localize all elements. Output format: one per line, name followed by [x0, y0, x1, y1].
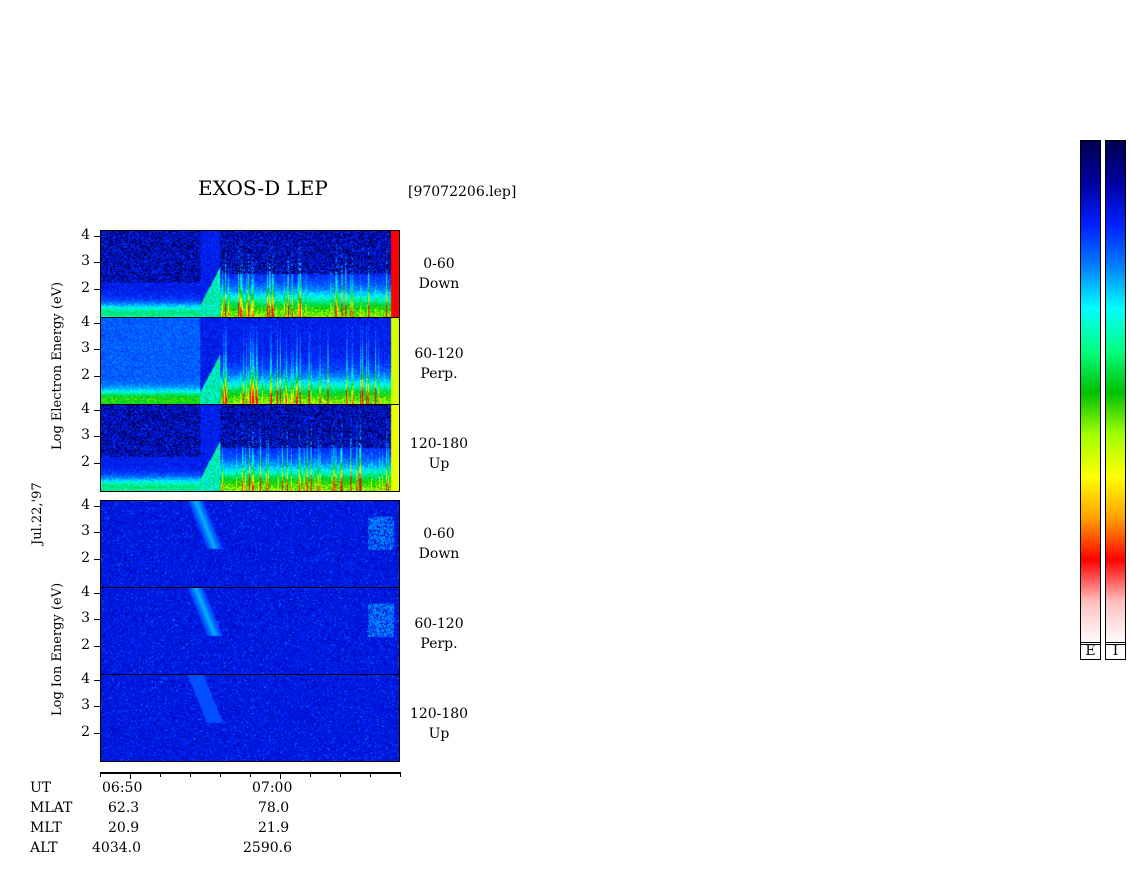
x-tick-mark [220, 772, 221, 777]
alt-label: ALT [30, 840, 58, 856]
panel-angle-label: 120-180 Up [409, 436, 469, 472]
mlat-value-1: 62.3 [108, 800, 140, 816]
y-tick-label: 4 [81, 584, 90, 600]
y-tick-mark [94, 619, 100, 620]
y-tick-mark [94, 680, 100, 681]
ut-value-2: 07:00 [252, 780, 293, 796]
x-tick-mark [250, 772, 251, 777]
ut-value-1: 06:50 [102, 780, 143, 796]
ion-perp-spectrogram [101, 588, 399, 674]
y-tick-mark [94, 506, 100, 507]
y-tick-mark [94, 463, 100, 464]
y-tick-label: 2 [81, 454, 90, 470]
y-tick-mark [94, 376, 100, 377]
ion-panel-down [100, 500, 400, 588]
y-tick-label: 4 [81, 227, 90, 243]
y-tick-label: 3 [81, 427, 90, 443]
mlt-label: MLT [30, 820, 62, 836]
y-tick-label: 4 [81, 671, 90, 687]
mlat-label: MLAT [30, 800, 73, 816]
ut-label: UT [30, 780, 52, 796]
y-tick-mark [94, 262, 100, 263]
x-tick-mark [370, 772, 371, 777]
y-tick-mark [94, 593, 100, 594]
x-tick-mark [130, 772, 131, 779]
y-tick-mark [94, 436, 100, 437]
y-tick-mark [94, 646, 100, 647]
x-tick-mark [190, 772, 191, 777]
y-tick-mark [94, 236, 100, 237]
y-tick-label: 2 [81, 724, 90, 740]
panel-angle-label: 120-180 Up [409, 706, 469, 742]
alt-value-2: 2590.6 [243, 840, 292, 856]
y-tick-label: 2 [81, 280, 90, 296]
x-tick-mark [310, 772, 311, 777]
ion-panel-perp [100, 587, 400, 675]
panel-angle-label: 60-120 Perp. [414, 616, 464, 652]
ion-up-spectrogram [101, 675, 399, 761]
mlt-value-2: 21.9 [258, 820, 290, 836]
y-tick-mark [94, 289, 100, 290]
mlat-value-2: 78.0 [258, 800, 290, 816]
ion-down-spectrogram [101, 501, 399, 587]
y-tick-mark [94, 559, 100, 560]
electron-colorbar [1080, 140, 1101, 645]
y-tick-label: 3 [81, 610, 90, 626]
y-tick-label: 2 [81, 550, 90, 566]
ion-colorbar [1105, 140, 1126, 645]
date-label: Jul.22,'97 [30, 482, 45, 545]
alt-value-1: 4034.0 [92, 840, 141, 856]
electron-y-axis-label: Log Electron Energy (eV) [50, 281, 65, 450]
electron-perp-spectrogram [101, 318, 399, 404]
panel-angle-label: 0-60 Down [418, 526, 460, 562]
electron-up-spectrogram [101, 405, 399, 491]
y-tick-label: 3 [81, 340, 90, 356]
x-tick-mark [160, 772, 161, 777]
electron-panel-down [100, 230, 400, 318]
panel-angle-label: 0-60 Down [418, 256, 460, 292]
ion-colorbar-label: I [1105, 642, 1126, 660]
y-tick-label: 3 [81, 253, 90, 269]
electron-down-spectrogram [101, 231, 399, 317]
y-tick-mark [94, 349, 100, 350]
x-tick-mark [340, 772, 341, 777]
y-tick-mark [94, 733, 100, 734]
ion-panel-up [100, 674, 400, 762]
y-tick-label: 4 [81, 314, 90, 330]
y-tick-mark [94, 323, 100, 324]
file-name: [97072206.lep] [408, 184, 517, 200]
electron-colorbar-label: E [1080, 642, 1101, 660]
x-tick-mark [100, 772, 101, 777]
x-tick-mark [400, 772, 401, 777]
y-tick-mark [94, 410, 100, 411]
y-tick-label: 2 [81, 367, 90, 383]
x-tick-mark [280, 772, 281, 779]
electron-panel-up [100, 404, 400, 492]
chart-title: EXOS-D LEP [198, 176, 328, 200]
y-tick-mark [94, 706, 100, 707]
y-tick-label: 3 [81, 697, 90, 713]
y-tick-label: 4 [81, 497, 90, 513]
panel-angle-label: 60-120 Perp. [414, 346, 464, 382]
electron-panel-perp [100, 317, 400, 405]
mlt-value-1: 20.9 [108, 820, 140, 836]
y-tick-label: 2 [81, 637, 90, 653]
y-tick-label: 3 [81, 523, 90, 539]
y-tick-label: 4 [81, 401, 90, 417]
y-tick-mark [94, 532, 100, 533]
ion-y-axis-label: Log Ion Energy (eV) [50, 582, 65, 716]
